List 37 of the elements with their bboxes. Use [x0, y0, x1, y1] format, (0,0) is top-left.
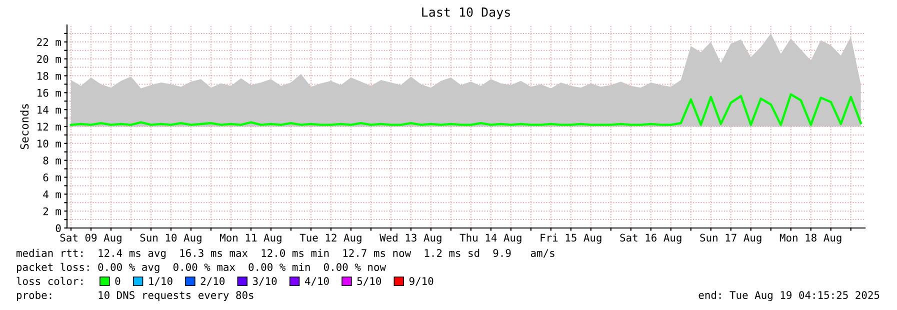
- x-tick-label: Mon 18 Aug: [780, 234, 842, 244]
- legend-title: loss color:: [16, 276, 82, 286]
- x-tick-label: Wed 13 Aug: [380, 234, 442, 244]
- y-tick-label: 4 m: [43, 190, 61, 198]
- y-tick-label: 20 m: [37, 55, 61, 63]
- line-series: [70, 93, 862, 126]
- legend-label: 4/10: [304, 277, 329, 286]
- y-tick-label: 16 m: [38, 88, 61, 97]
- legend-label: 5/10: [357, 277, 382, 286]
- legend-label: 2/10: [200, 277, 225, 286]
- x-tick-label: Fri 15 Aug: [540, 234, 602, 244]
- text: end: Tue Aug 19 04:15:25 2025: [698, 290, 880, 302]
- x-tick-label: Sun 10 Aug: [140, 234, 202, 244]
- legend-label: 1/10: [149, 277, 172, 286]
- y-tick-label: 6 m: [43, 174, 61, 182]
- x-tick-label: Sat 16 Aug: [620, 234, 682, 244]
- x-tick-label: Sun 17 Aug: [700, 234, 762, 244]
- x-tick-label: Thu 14 Aug: [460, 234, 522, 244]
- y-tick-label: 22 m: [37, 38, 61, 46]
- y-tick-label: 0: [56, 224, 61, 232]
- y-tick-label: 2 m: [43, 207, 61, 216]
- y-axis-title: Seconds: [20, 104, 29, 150]
- y-tick-label: 14 m: [38, 106, 61, 114]
- x-tick-label: Sat 09 Aug: [60, 234, 122, 244]
- text: median rtt: 12.4 ms avg 16.3 ms max 12.0 ms min 12.7 ms now 1.2 ms sd 9.9 am/s: [16, 248, 554, 260]
- x-tick-label: Tue 12 Aug: [300, 234, 362, 244]
- legend-label: 9/10: [409, 277, 434, 286]
- chart-title: Last 10 Days: [422, 7, 510, 20]
- text: packet loss: 0.00 % avg 0.00 % max 0.00 % min 0.00 % now: [16, 262, 386, 274]
- text: probe: 10 DNS requests every 80s: [16, 290, 254, 302]
- legend-label: 0: [115, 277, 120, 286]
- y-tick-label: 18 m: [38, 72, 61, 80]
- y-tick-label: 10 m: [38, 140, 61, 148]
- y-tick-label: 12 m: [38, 122, 61, 130]
- x-tick-label: Mon 11 Aug: [220, 234, 282, 244]
- y-tick-label: 8 m: [43, 156, 61, 164]
- legend-label: 3/10: [252, 277, 277, 286]
